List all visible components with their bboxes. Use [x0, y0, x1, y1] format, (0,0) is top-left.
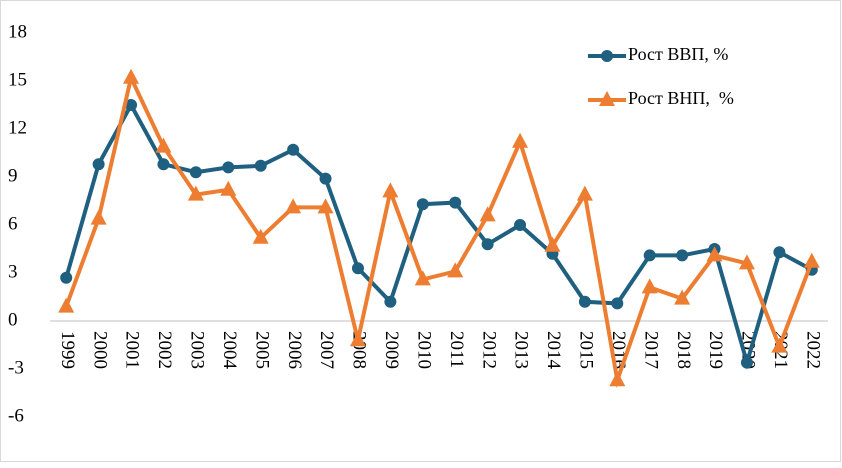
data-point: [252, 228, 269, 244]
data-point: [674, 289, 691, 305]
data-point: [576, 185, 593, 201]
series-line: [64, 71, 814, 389]
data-point: [189, 166, 202, 179]
data-point: [58, 297, 75, 313]
x-tick-label: 2001: [122, 331, 143, 369]
data-point: [449, 196, 462, 209]
data-point: [123, 68, 140, 84]
data-point: [155, 137, 172, 153]
data-point: [740, 356, 753, 369]
data-point: [676, 249, 689, 262]
data-point: [611, 297, 624, 310]
data-point: [187, 185, 204, 201]
data-point: [125, 99, 138, 111]
legend-label: Рост ВНП, %: [628, 88, 734, 108]
data-point: [60, 271, 73, 284]
data-point: [349, 331, 366, 347]
y-tick-label: 12: [8, 117, 27, 138]
y-tick-label: 15: [8, 69, 27, 90]
data-point: [578, 295, 591, 308]
x-tick-label: 2018: [673, 331, 694, 369]
x-tick-label: 2009: [381, 331, 402, 369]
y-tick-label: 6: [8, 213, 18, 234]
data-point: [384, 295, 397, 308]
data-point: [544, 236, 561, 252]
data-point: [773, 246, 786, 259]
x-tick-label: 2010: [413, 331, 434, 369]
x-tick-label: 2000: [89, 331, 110, 369]
x-tick-label: 2006: [284, 331, 305, 369]
x-tick-label: 2005: [251, 331, 272, 369]
x-tick-label: 2013: [511, 331, 532, 369]
x-tick-label: 2017: [640, 331, 661, 369]
y-tick-label: -3: [8, 357, 24, 378]
x-tick-label: 2004: [219, 331, 240, 370]
y-tick-label: 3: [8, 261, 18, 282]
data-point: [803, 252, 820, 268]
x-tick-label: 2002: [154, 331, 175, 369]
y-tick-label: 0: [8, 309, 18, 330]
data-point: [641, 278, 658, 294]
y-tick-label: 18: [8, 21, 27, 42]
data-point: [222, 161, 235, 174]
x-tick-label: 2003: [187, 331, 208, 369]
x-tick-label: 2011: [446, 331, 467, 368]
data-point: [512, 132, 529, 148]
data-point: [771, 337, 788, 353]
x-tick-label: 2014: [543, 331, 564, 370]
legend-marker: [601, 50, 613, 62]
data-point: [706, 246, 723, 262]
data-point: [609, 371, 626, 387]
data-point: [90, 209, 107, 225]
data-point: [351, 262, 364, 275]
data-point: [447, 262, 464, 278]
data-point: [416, 198, 429, 211]
data-point: [643, 249, 656, 262]
x-tick-label: 2007: [316, 331, 337, 369]
data-point: [382, 182, 399, 198]
data-point: [738, 254, 755, 270]
y-tick-label: 9: [8, 165, 18, 186]
data-point: [514, 219, 527, 231]
legend-marker: [599, 91, 615, 106]
data-point: [414, 270, 431, 286]
data-point: [285, 198, 302, 214]
x-tick-label: 2022: [802, 331, 823, 369]
x-tick-label: 2015: [576, 331, 597, 369]
data-point: [92, 158, 105, 171]
x-tick-label: 2019: [705, 331, 726, 369]
data-point: [254, 159, 267, 172]
data-point: [481, 238, 494, 251]
data-point: [287, 143, 300, 156]
data-point: [479, 206, 496, 222]
x-tick-label: 2012: [478, 331, 499, 369]
data-point: [317, 198, 334, 214]
y-tick-label: -6: [8, 405, 24, 426]
legend-label: Рост ВВП, %: [628, 44, 728, 64]
data-point: [157, 158, 170, 171]
data-point: [220, 180, 237, 196]
data-point: [319, 172, 332, 185]
x-tick-label: 1999: [57, 331, 78, 369]
